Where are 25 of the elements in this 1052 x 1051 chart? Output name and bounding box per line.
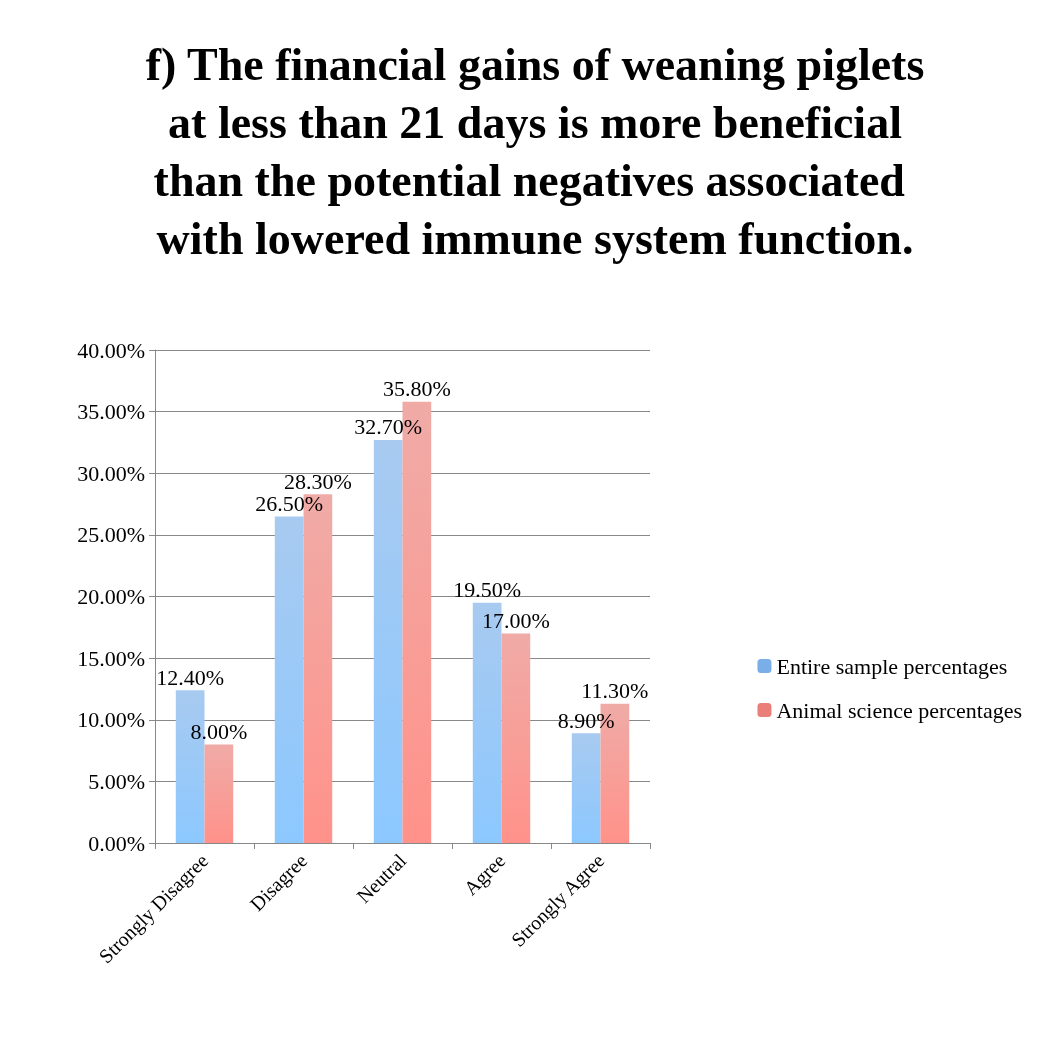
- data-label: 19.50%: [453, 577, 522, 603]
- data-label: 17.00%: [481, 607, 550, 633]
- y-tick-label: 35.00%: [77, 399, 145, 425]
- y-tick-label: 0.00%: [88, 830, 145, 856]
- bar: [571, 733, 601, 843]
- bar: [373, 439, 403, 843]
- data-label: 35.80%: [382, 376, 451, 402]
- data-label: 8.00%: [190, 718, 248, 744]
- legend-label: Animal science percentages: [776, 697, 1022, 723]
- y-tick-label: 5.00%: [88, 768, 145, 794]
- y-tick-label: 15.00%: [77, 645, 145, 671]
- chart-title: f) The financial gains of weaning piglets at less than 21 days is more beneficial than the potential negatives associated with lowered immune system function.: [145, 38, 925, 264]
- y-tick-label: 20.00%: [77, 584, 145, 609]
- data-label: 12.40%: [156, 664, 225, 690]
- y-tick-label: 25.00%: [77, 522, 145, 548]
- data-label: 8.90%: [557, 707, 615, 733]
- legend-label: Entire sample percentages: [776, 653, 1008, 679]
- data-label: 32.70%: [354, 414, 423, 440]
- y-tick-label: 30.00%: [77, 460, 145, 486]
- data-label: 11.30%: [581, 678, 649, 704]
- bar: [274, 516, 304, 843]
- y-tick-label: 10.00%: [77, 707, 145, 733]
- bar: [204, 744, 234, 843]
- y-tick-label: 40.00%: [77, 337, 145, 363]
- bar: [501, 633, 531, 843]
